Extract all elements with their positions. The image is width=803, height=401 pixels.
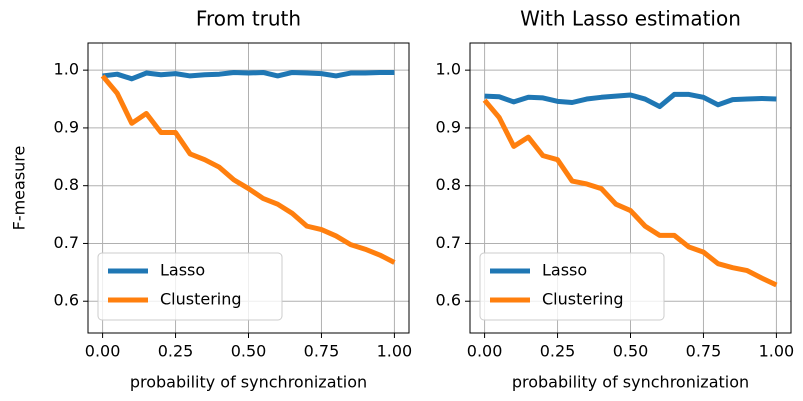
x-tick-label: 1.00 xyxy=(759,342,795,361)
legend-label: Clustering xyxy=(542,290,624,309)
y-tick-label: 1.0 xyxy=(54,60,79,79)
x-tick-label: 0.25 xyxy=(540,342,576,361)
legend-label: Lasso xyxy=(160,261,205,280)
line-series xyxy=(484,91,777,110)
x-tick-label: 0.75 xyxy=(304,342,340,361)
x-axis-label: probability of synchronization xyxy=(512,373,749,392)
y-tick-label: 0.7 xyxy=(436,233,461,252)
legend-label: Lasso xyxy=(542,261,587,280)
axes-frame xyxy=(469,42,792,334)
x-tick-label: 0.50 xyxy=(613,342,649,361)
y-tick-label: 0.6 xyxy=(54,291,79,310)
panel: With Lasso estimation 0.00 0.25 0.50 0.75 1.0… xyxy=(436,7,795,392)
y-tick-label: 0.7 xyxy=(54,233,79,252)
line-series xyxy=(482,98,778,288)
legend: Lasso Clustering xyxy=(97,252,283,321)
y-tick-label: 0.9 xyxy=(54,117,79,136)
y-tick-label: 0.9 xyxy=(436,117,461,136)
y-tick-label: 1.0 xyxy=(436,60,461,79)
x-tick-label: 0.50 xyxy=(231,342,267,361)
y-tick-label: 0.8 xyxy=(54,175,79,194)
y-tick-label: 0.8 xyxy=(436,175,461,194)
chart-title: With Lasso estimation xyxy=(520,7,741,31)
legend-label: Clustering xyxy=(160,290,242,309)
x-axis-label: probability of synchronization xyxy=(130,373,367,392)
legend: Lasso Clustering xyxy=(479,252,665,321)
x-tick-label: 1.00 xyxy=(377,342,413,361)
y-axis-label: F-measure xyxy=(10,146,29,231)
line-series xyxy=(100,74,396,265)
y-tick-label: 0.6 xyxy=(436,291,461,310)
axes-frame xyxy=(87,42,410,334)
chart-title: From truth xyxy=(196,7,301,31)
line-series xyxy=(102,69,395,82)
x-tick-label: 0.25 xyxy=(158,342,194,361)
x-tick-label: 0.00 xyxy=(85,342,121,361)
x-tick-label: 0.75 xyxy=(686,342,722,361)
panel: From truth 0.00 0.25 0.50 0.75 1.00 0.6 0.7 0.8 0… xyxy=(10,7,413,392)
x-tick-label: 0.00 xyxy=(467,342,503,361)
